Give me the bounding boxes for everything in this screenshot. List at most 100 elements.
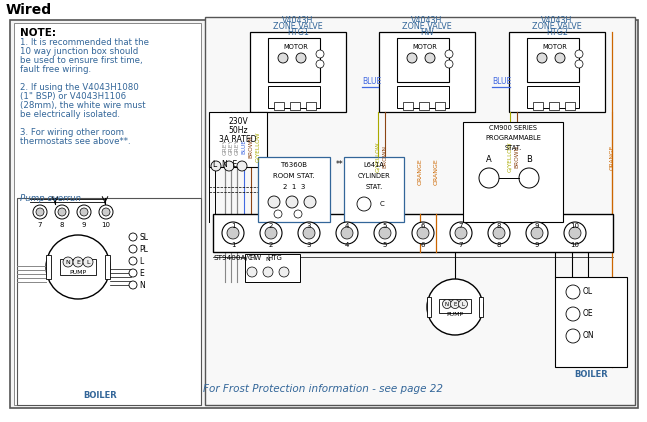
- Text: 6: 6: [421, 223, 425, 229]
- Text: C: C: [380, 201, 384, 207]
- Text: OL: OL: [583, 287, 593, 297]
- Bar: [209, 112, 267, 167]
- Text: A: A: [486, 155, 492, 165]
- Circle shape: [222, 222, 244, 244]
- Text: 9: 9: [535, 242, 539, 248]
- Text: 1: 1: [231, 242, 236, 248]
- Text: 10: 10: [571, 223, 580, 229]
- Text: Wired: Wired: [6, 3, 52, 17]
- Bar: [565, 102, 575, 110]
- Text: GREY: GREY: [228, 139, 234, 155]
- Circle shape: [286, 196, 298, 208]
- Circle shape: [357, 197, 371, 211]
- Text: 10 way junction box should: 10 way junction box should: [20, 47, 138, 56]
- Text: 8: 8: [60, 222, 64, 228]
- Circle shape: [479, 168, 499, 188]
- Bar: [306, 102, 316, 110]
- Text: PROGRAMMABLE: PROGRAMMABLE: [485, 135, 541, 141]
- Circle shape: [379, 227, 391, 239]
- Text: L: L: [461, 301, 465, 306]
- Circle shape: [566, 285, 580, 299]
- Text: Pump overrun: Pump overrun: [20, 194, 81, 203]
- Text: ZONE VALVE: ZONE VALVE: [273, 22, 323, 31]
- Text: MOTOR: MOTOR: [542, 44, 567, 50]
- Bar: [60, 259, 96, 275]
- Circle shape: [374, 222, 396, 244]
- Text: V4043H: V4043H: [411, 16, 443, 25]
- Bar: [14, 23, 201, 405]
- Text: HTG1: HTG1: [287, 28, 309, 37]
- Text: be used to ensure first time,: be used to ensure first time,: [20, 56, 142, 65]
- Circle shape: [294, 210, 302, 218]
- Circle shape: [227, 227, 239, 239]
- Text: 2. If using the V4043H1080: 2. If using the V4043H1080: [20, 83, 138, 92]
- Circle shape: [129, 281, 137, 289]
- Circle shape: [459, 300, 468, 308]
- Circle shape: [427, 279, 483, 335]
- Text: PUMP: PUMP: [69, 270, 87, 274]
- Circle shape: [274, 210, 282, 218]
- Circle shape: [526, 222, 548, 244]
- Text: MOTOR: MOTOR: [412, 44, 437, 50]
- Circle shape: [569, 227, 581, 239]
- Bar: [17, 198, 201, 405]
- Bar: [344, 157, 404, 222]
- Text: BROWN: BROWN: [248, 135, 254, 159]
- Text: N: N: [139, 281, 145, 289]
- Circle shape: [77, 205, 91, 219]
- Text: ORANGE: ORANGE: [609, 144, 615, 170]
- Bar: [268, 38, 320, 82]
- Text: L  N  E: L N E: [213, 160, 237, 169]
- Circle shape: [417, 227, 429, 239]
- Circle shape: [247, 267, 257, 277]
- Circle shape: [407, 53, 417, 63]
- Text: 7: 7: [459, 242, 463, 248]
- Circle shape: [73, 257, 83, 267]
- Circle shape: [260, 222, 282, 244]
- Text: N: N: [65, 260, 71, 265]
- Circle shape: [102, 208, 110, 216]
- Text: 8: 8: [497, 223, 501, 229]
- Text: GREY: GREY: [234, 139, 239, 155]
- Circle shape: [450, 300, 459, 308]
- Circle shape: [129, 233, 137, 241]
- Text: N: N: [445, 301, 449, 306]
- Bar: [258, 157, 330, 222]
- Text: BLUE: BLUE: [492, 78, 511, 87]
- Circle shape: [555, 53, 565, 63]
- Text: E: E: [139, 268, 144, 278]
- Circle shape: [304, 196, 316, 208]
- Text: 10: 10: [102, 222, 111, 228]
- Text: HTG: HTG: [268, 255, 283, 261]
- Text: 6: 6: [421, 242, 425, 248]
- Text: ORANGE: ORANGE: [417, 159, 422, 185]
- Text: 5: 5: [383, 242, 387, 248]
- Text: (28mm), the white wire must: (28mm), the white wire must: [20, 101, 146, 110]
- Circle shape: [63, 257, 73, 267]
- Bar: [463, 122, 563, 222]
- Circle shape: [425, 53, 435, 63]
- Text: **: **: [336, 160, 344, 169]
- Bar: [419, 102, 429, 110]
- Bar: [105, 255, 110, 279]
- Circle shape: [278, 53, 288, 63]
- Text: 8: 8: [497, 242, 501, 248]
- Bar: [527, 86, 579, 108]
- Bar: [479, 297, 483, 317]
- Circle shape: [445, 50, 453, 58]
- Bar: [403, 102, 413, 110]
- Text: ZONE VALVE: ZONE VALVE: [532, 22, 582, 31]
- Circle shape: [488, 222, 510, 244]
- Text: G/YELLOW: G/YELLOW: [375, 142, 380, 172]
- Text: ST9400A/C: ST9400A/C: [213, 255, 253, 261]
- Circle shape: [129, 269, 137, 277]
- Text: CYLINDER: CYLINDER: [358, 173, 390, 179]
- Bar: [290, 102, 300, 110]
- Text: (1" BSP) or V4043H1106: (1" BSP) or V4043H1106: [20, 92, 126, 101]
- Text: BOILER: BOILER: [83, 391, 117, 400]
- Circle shape: [303, 227, 315, 239]
- Text: E: E: [454, 301, 457, 306]
- Text: NOTE:: NOTE:: [20, 28, 56, 38]
- Text: ON: ON: [583, 332, 595, 341]
- Text: 10: 10: [571, 242, 580, 248]
